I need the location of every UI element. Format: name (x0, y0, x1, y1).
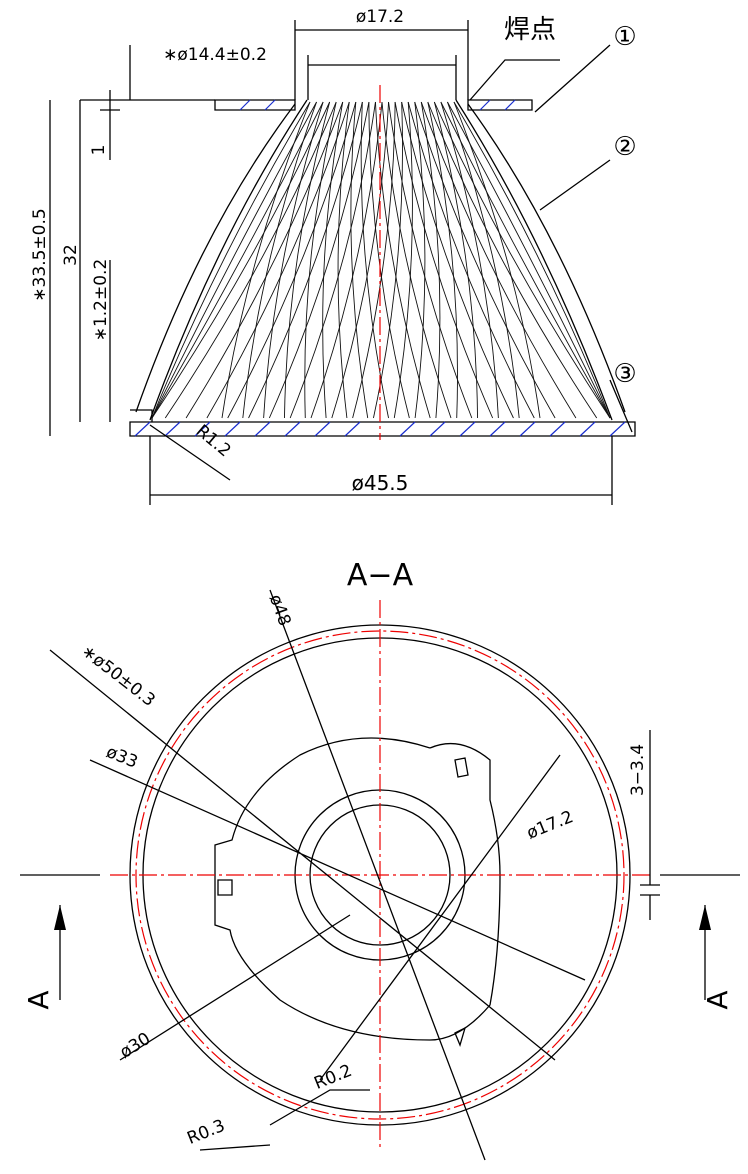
mesh-line (289, 101, 376, 419)
mesh-line (427, 101, 598, 419)
mesh-line (352, 101, 396, 419)
section-view (20, 589, 740, 1161)
mesh-line (368, 101, 410, 419)
dim-label: ø30 (116, 1029, 154, 1063)
dim-label: ∗33.5±0.5 (30, 208, 50, 301)
mesh-line (394, 101, 494, 419)
top-plate (214, 99, 533, 111)
mesh-line (164, 101, 337, 419)
dim-label: ø45.5 (352, 471, 409, 495)
dim-label: ∗ø14.4±0.2 (163, 45, 267, 65)
section-marker: A (22, 990, 55, 1009)
radius-label: R0.2 (311, 1061, 355, 1094)
mesh-line (331, 101, 389, 419)
dim-label: 1 (89, 145, 109, 156)
hatch (134, 99, 626, 437)
mesh-line (360, 101, 389, 419)
dimension-lines (49, 20, 633, 505)
mesh-line (350, 101, 369, 419)
mesh-line (151, 101, 324, 419)
dim-label: 32 (61, 244, 81, 266)
mesh-line (388, 101, 473, 419)
section-title: A−A (347, 558, 414, 593)
slots (217, 757, 469, 1047)
mesh-line (284, 101, 331, 419)
mesh-line (248, 101, 363, 419)
mesh-line (427, 101, 458, 419)
dim-label: ∗1.2±0.2 (91, 259, 111, 342)
callout: ③ (613, 359, 636, 389)
mesh (151, 101, 611, 419)
mesh-line (310, 101, 383, 419)
mesh-line (151, 101, 317, 419)
mesh-line (185, 101, 344, 419)
arrows (54, 905, 711, 930)
dim-label: ∗ø50±0.3 (77, 641, 158, 711)
dim-label: 3−3.4 (628, 744, 648, 796)
cone-outline (135, 99, 626, 421)
cone-view (49, 20, 636, 505)
mesh-line (263, 101, 324, 419)
mesh-line (433, 101, 478, 419)
callout: ① (613, 22, 636, 52)
mesh-line (242, 101, 317, 419)
mesh-line (151, 101, 311, 419)
mesh-line (453, 101, 611, 419)
dimension-lines (20, 589, 740, 1161)
section-marker: A (701, 990, 734, 1009)
mesh-line (375, 101, 431, 419)
flange-outline (214, 737, 501, 1041)
mesh-line (322, 101, 344, 419)
mesh-line (453, 101, 541, 419)
dim-label: ø17.2 (356, 7, 404, 27)
dim-label: ø17.2 (524, 807, 576, 844)
mesh-line (407, 101, 535, 419)
mesh-line (373, 101, 403, 419)
mesh-line (304, 101, 337, 419)
mesh-line (433, 101, 611, 419)
weld-label: 焊点 (504, 15, 556, 45)
mesh-line (447, 101, 520, 419)
mesh-line (393, 101, 413, 419)
dim-label: ø48 (265, 592, 295, 629)
radius-label: R0.3 (184, 1116, 228, 1149)
radius-label: R1.2 (192, 421, 235, 461)
mesh-line (440, 101, 499, 419)
red-circle (135, 630, 625, 1120)
mesh-line (420, 101, 577, 419)
mesh-line (227, 101, 357, 419)
mesh-line (151, 101, 331, 419)
mesh-line (414, 101, 426, 419)
mesh-line (420, 101, 441, 419)
mesh-line (268, 101, 370, 419)
mesh-line (381, 101, 452, 419)
mesh-line (414, 101, 556, 419)
mesh-line (401, 101, 514, 419)
mesh-line (337, 101, 350, 419)
callout: ② (613, 132, 636, 162)
mesh-line (206, 101, 350, 419)
